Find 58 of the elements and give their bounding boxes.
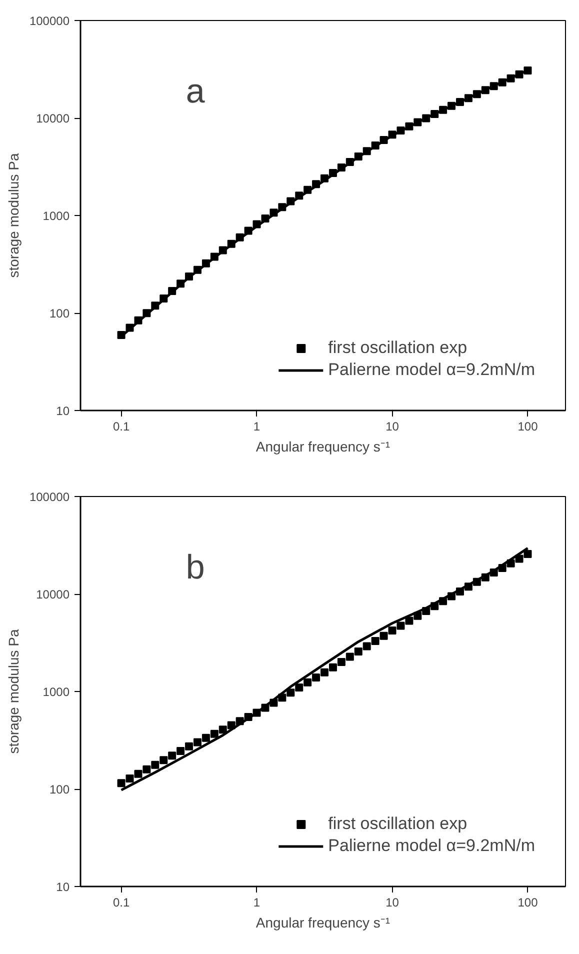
point <box>371 636 380 645</box>
point <box>362 642 371 650</box>
x-tick-label: 0.1 <box>112 896 130 910</box>
point <box>168 752 176 760</box>
point <box>151 760 160 769</box>
point <box>218 726 227 734</box>
y-tick-label: 100000 <box>29 490 70 504</box>
point <box>126 774 134 783</box>
annotation: b <box>186 548 205 586</box>
point <box>388 626 396 635</box>
x-tick-label: 1 <box>253 420 260 434</box>
point <box>354 648 362 656</box>
y-tick-label: 10 <box>56 880 70 894</box>
annotation: a <box>186 72 205 110</box>
point <box>312 674 320 682</box>
x-axis-title: Angular frequency s⁻¹ <box>256 438 390 454</box>
y-tick-label: 10000 <box>36 112 70 126</box>
point <box>142 765 151 774</box>
line-series <box>120 546 529 792</box>
legend-label: Palierne model α=9.2mN/m <box>328 836 535 856</box>
x-tick-label: 100 <box>518 420 538 434</box>
point <box>194 738 202 746</box>
point <box>185 742 194 750</box>
legend-label: first oscillation exp <box>328 338 468 358</box>
x-tick-label: 10 <box>386 896 400 910</box>
x-tick-label: 10 <box>386 420 400 434</box>
y-tick-label: 10000 <box>36 588 70 602</box>
point <box>337 658 346 666</box>
point <box>295 683 304 692</box>
point <box>380 632 388 640</box>
y-axis-title: storage modulus Pa <box>5 629 22 754</box>
y-tick-label: 100 <box>49 306 70 320</box>
point <box>176 747 185 756</box>
point <box>160 756 168 764</box>
y-axis-title: storage modulus Pa <box>5 153 22 278</box>
point <box>346 652 354 661</box>
x-axis-title: Angular frequency s⁻¹ <box>256 914 390 930</box>
point <box>328 663 337 672</box>
x-tick-label: 0.1 <box>112 420 130 434</box>
point <box>524 550 532 558</box>
point <box>304 678 312 686</box>
y-tick-label: 100000 <box>29 14 70 28</box>
legend-label: Palierne model α=9.2mN/m <box>328 360 535 380</box>
x-tick-label: 1 <box>253 896 260 910</box>
x-tick-label: 100 <box>518 896 538 910</box>
point <box>117 779 126 788</box>
point <box>405 616 414 625</box>
legend-label: first oscillation exp <box>328 814 468 834</box>
y-tick-label: 10 <box>56 404 70 418</box>
point <box>210 730 218 738</box>
y-tick-label: 100 <box>49 782 70 796</box>
y-tick-label: 1000 <box>42 685 70 699</box>
point <box>134 770 142 778</box>
y-tick-label: 1000 <box>42 209 70 223</box>
point <box>286 688 295 697</box>
point <box>396 622 405 630</box>
point <box>320 668 329 676</box>
point <box>202 734 210 742</box>
